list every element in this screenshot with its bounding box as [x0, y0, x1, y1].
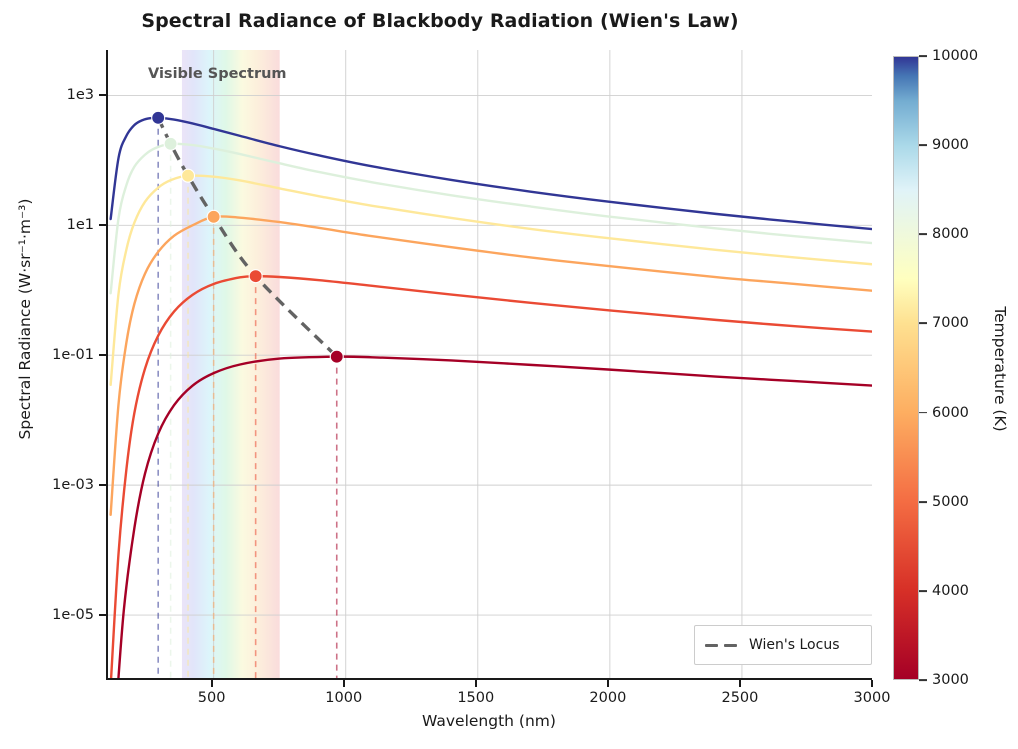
wien-locus-line-icon: [705, 638, 739, 652]
plot-area: [106, 50, 872, 680]
plot-canvas: [108, 50, 872, 678]
legend: Wien's Locus: [694, 625, 872, 665]
colorbar-tick-label: 9000: [932, 137, 969, 154]
y-tick-mark: [99, 224, 106, 227]
x-tick-label: 1000: [325, 690, 363, 706]
y-tick-mark: [99, 614, 106, 617]
colorbar-tick-mark: [919, 144, 927, 147]
x-axis-label: Wavelength (nm): [422, 712, 556, 730]
colorbar-tick-mark: [919, 589, 927, 592]
x-tick-mark: [342, 680, 345, 687]
y-tick-mark: [99, 484, 106, 487]
colorbar-tick-label: 4000: [932, 582, 969, 599]
colorbar-tick-mark: [919, 322, 927, 325]
y-tick-mark: [99, 94, 106, 97]
colorbar-title: Temperature (K): [991, 306, 1009, 432]
legend-label-wien-locus: Wien's Locus: [749, 637, 840, 653]
chart-title: Spectral Radiance of Blackbody Radiation…: [141, 10, 739, 32]
colorbar-tick-label: 7000: [932, 315, 969, 332]
x-tick-mark: [606, 680, 609, 687]
y-tick-label: 1e3: [66, 87, 94, 104]
colorbar-tick-label: 6000: [932, 404, 969, 421]
x-tick-mark: [871, 680, 873, 687]
colorbar-tick-label: 5000: [932, 493, 969, 510]
colorbar-tick-mark: [919, 233, 927, 236]
x-tick-label: 3000: [853, 690, 891, 706]
y-tick-mark: [99, 354, 106, 357]
x-tick-mark: [474, 680, 477, 687]
x-tick-mark: [738, 680, 741, 687]
colorbar: [893, 56, 919, 680]
x-tick-label: 1500: [457, 690, 495, 706]
x-tick-label: 2500: [721, 690, 759, 706]
colorbar-tick-label: 3000: [932, 672, 969, 688]
colorbar-tick-label: 10000: [932, 48, 979, 64]
colorbar-tick-label: 8000: [932, 226, 969, 243]
y-axis-ticks: 1e3 1e1 1e-01 1e-03 1e-05: [0, 0, 106, 749]
colorbar-tick-mark: [919, 500, 927, 503]
colorbar-tick-mark: [919, 411, 927, 414]
y-tick-label: 1e1: [66, 217, 94, 234]
colorbar-tick-mark: [919, 679, 927, 681]
visible-spectrum-label: Visible Spectrum: [148, 66, 287, 82]
y-axis-label: Spectral Radiance (W·sr⁻¹·m⁻³): [16, 198, 34, 440]
y-tick-label: 1e-03: [52, 477, 94, 494]
x-tick-label: 2000: [589, 690, 627, 706]
y-tick-label: 1e-01: [52, 347, 94, 364]
colorbar-tick-mark: [919, 55, 927, 57]
x-tick-mark: [210, 680, 213, 687]
y-tick-label: 1e-05: [52, 607, 94, 624]
x-tick-label: 500: [197, 690, 226, 706]
